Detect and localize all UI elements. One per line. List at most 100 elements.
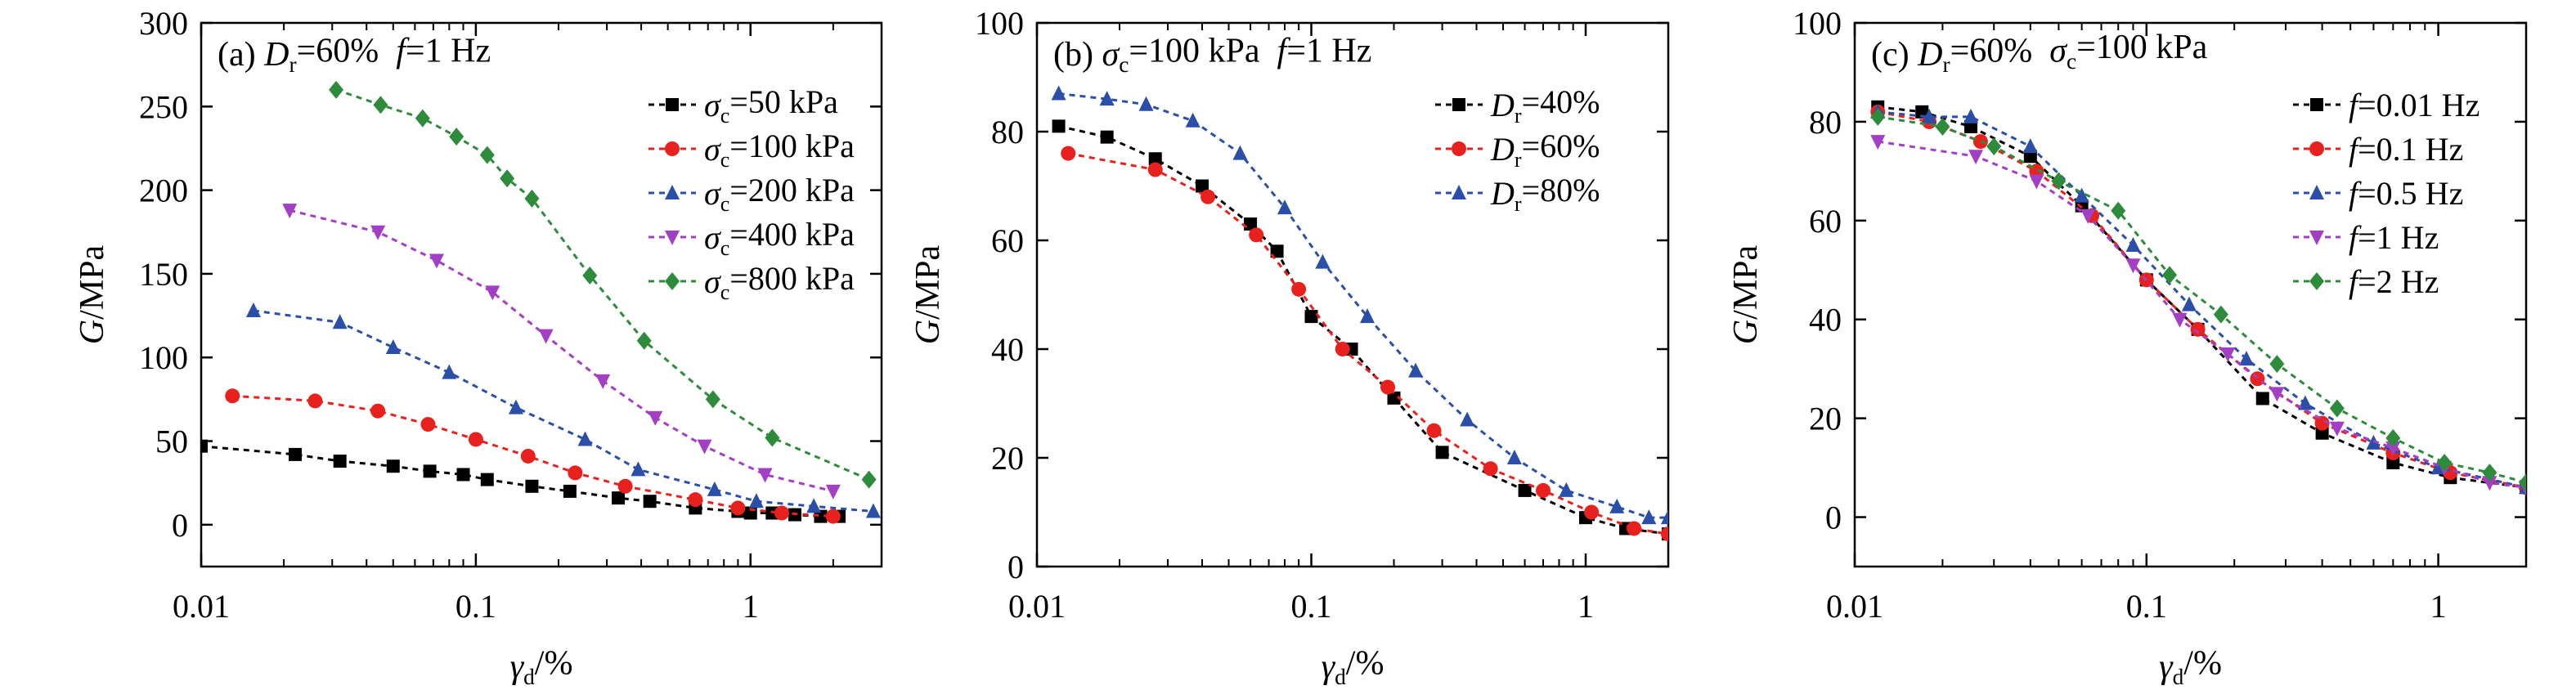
data-point	[1641, 509, 1657, 525]
data-point	[500, 169, 515, 188]
data-point	[2329, 399, 2345, 418]
data-point	[2172, 312, 2188, 328]
y-tick-label: 60	[1809, 203, 1842, 240]
data-point	[595, 374, 611, 389]
data-point	[707, 481, 722, 496]
y-tick-label: 40	[991, 331, 1024, 368]
data-point	[520, 448, 536, 464]
data-point	[2315, 426, 2329, 440]
chart-panel-2: 0 20 40 60 80 100 0.01 0.1 1 γd/% G/MPa (b) σc=100 …	[909, 5, 1670, 690]
y-tick-label: 300	[139, 5, 188, 42]
legend-label: f=0.5 Hz	[2349, 175, 2463, 212]
data-point	[370, 403, 386, 419]
data-point	[1270, 244, 1284, 258]
data-point	[757, 468, 773, 483]
data-point	[825, 484, 841, 500]
data-point	[1584, 504, 1600, 520]
series-line-3	[253, 309, 874, 513]
legend-label: σc=100 kPa	[704, 128, 855, 172]
data-point	[2181, 296, 2197, 311]
data-point	[2250, 371, 2265, 387]
data-point	[563, 484, 577, 498]
data-point	[449, 128, 464, 146]
x-tick-label: 0.1	[456, 588, 496, 625]
data-point	[2029, 174, 2044, 190]
legend-marker	[2309, 272, 2324, 290]
data-point	[730, 500, 746, 516]
data-point	[2482, 464, 2497, 482]
x-axis-label: γd/%	[510, 645, 573, 690]
data-point	[525, 479, 539, 493]
data-point	[373, 96, 388, 114]
y-tick-label: 80	[991, 114, 1024, 150]
y-tick-label: 20	[991, 440, 1024, 477]
y-tick-label: 150	[139, 256, 188, 293]
chart-panel-1: 0 50 100 150 200 250 300 0.01 0.1 1 γd/% G/MPa (a) D…	[74, 5, 883, 690]
data-point	[2385, 441, 2401, 456]
legend-label: σc=50 kPa	[704, 83, 838, 128]
data-point	[329, 80, 344, 99]
legend-label: f=0.01 Hz	[2349, 87, 2480, 123]
data-point	[1408, 362, 1424, 378]
data-point	[2051, 172, 2067, 190]
data-point	[1335, 342, 1350, 356]
x-axis-label: γd/%	[1322, 645, 1384, 690]
legend-label: σc=400 kPa	[704, 216, 855, 260]
data-point	[748, 493, 764, 509]
data-point	[814, 509, 828, 523]
legend-marker	[1452, 98, 1465, 111]
data-point	[1359, 308, 1375, 324]
data-point	[643, 495, 657, 509]
data-point	[2386, 456, 2400, 470]
data-point	[370, 225, 386, 240]
series-group	[201, 80, 881, 524]
data-point	[1536, 482, 1551, 498]
y-tick-label: 0	[1825, 500, 1842, 536]
data-point	[1061, 146, 1076, 161]
data-point	[415, 109, 430, 128]
legend-marker	[665, 185, 680, 199]
data-point	[385, 338, 401, 354]
data-point	[2269, 387, 2285, 402]
y-tick-label: 100	[975, 5, 1024, 42]
data-point	[636, 331, 652, 350]
data-point	[1972, 134, 1988, 150]
data-point	[688, 492, 703, 508]
legend-marker	[1452, 141, 1466, 156]
data-point	[1138, 96, 1154, 111]
data-point	[1426, 423, 1442, 438]
data-point	[524, 189, 540, 208]
data-point	[1963, 119, 1977, 133]
y-axis-label: G/MPa	[1727, 244, 1765, 344]
data-point	[1559, 482, 1574, 497]
data-point	[2213, 305, 2228, 324]
data-point	[2111, 201, 2126, 220]
legend-marker	[2309, 141, 2324, 156]
data-point	[468, 432, 483, 447]
y-axis-label: G/MPa	[909, 244, 947, 344]
data-point	[1609, 498, 1625, 513]
data-point	[2314, 415, 2330, 431]
data-point	[631, 461, 646, 477]
panel-title: (c) Dr=60% σc=100 kPa	[1871, 29, 2208, 77]
data-point	[1387, 391, 1401, 405]
x-tick-label: 0.1	[1291, 588, 1332, 625]
legend: f=0.01 Hz f=0.1 Hz f=0.5 Hz f=1 Hz f=2 Hz	[2293, 87, 2480, 300]
data-point	[225, 388, 240, 404]
y-tick-label: 20	[1809, 401, 1842, 437]
x-tick-label: 1	[2430, 588, 2447, 625]
data-point	[1986, 137, 2002, 156]
x-tick-label: 0.01	[1826, 588, 1883, 625]
data-point	[1052, 119, 1066, 133]
data-point	[861, 470, 877, 489]
legend-label: σc=800 kPa	[704, 260, 855, 304]
y-tick-label: 60	[991, 222, 1024, 259]
data-point	[1870, 135, 1886, 150]
series-line-1	[1878, 105, 2526, 489]
data-point	[1148, 152, 1162, 166]
data-point	[289, 447, 303, 461]
legend-label: σc=200 kPa	[704, 172, 855, 216]
data-point	[1380, 379, 1396, 395]
data-point	[1051, 85, 1066, 101]
data-point	[1232, 145, 1248, 160]
